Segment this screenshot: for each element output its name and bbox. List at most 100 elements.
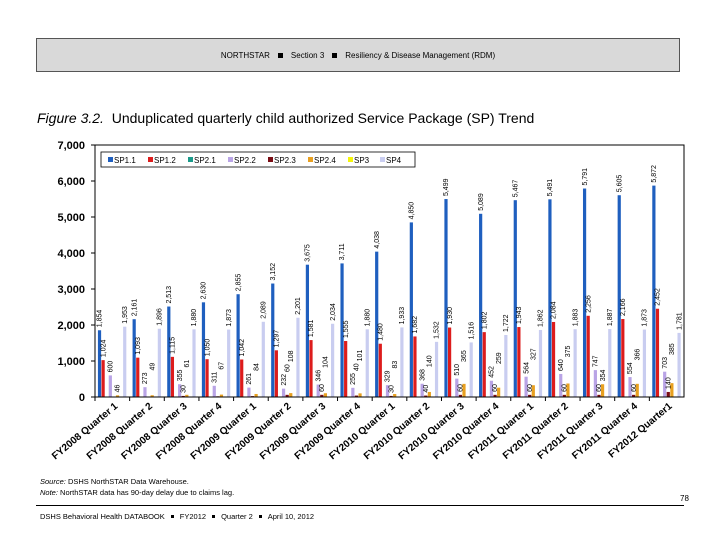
data-label: 2,161 bbox=[131, 299, 138, 317]
y-tick-label: 0 bbox=[79, 392, 85, 404]
data-label: 60 bbox=[562, 384, 569, 392]
bullet-icon bbox=[170, 515, 174, 518]
figure-title: Figure 3.2. Unduplicated quarterly child… bbox=[37, 110, 534, 126]
bar-sp2-3 bbox=[285, 394, 289, 397]
data-label: 640 bbox=[558, 359, 565, 371]
legend bbox=[100, 151, 416, 168]
data-label: 60 bbox=[527, 384, 534, 392]
bar-sp2-2 bbox=[663, 371, 667, 397]
data-label: 747 bbox=[593, 355, 600, 367]
legend-label: SP3 bbox=[354, 156, 370, 165]
data-label: 1,862 bbox=[538, 309, 545, 327]
bar-sp4 bbox=[365, 329, 369, 397]
bar-sp4 bbox=[192, 329, 196, 397]
bar-sp1-1 bbox=[97, 330, 102, 397]
source-text: DSHS NorthSTAR Data Warehouse. bbox=[67, 477, 189, 486]
header-org: NORTHSTAR bbox=[220, 50, 270, 60]
bar-sp2-2 bbox=[385, 385, 390, 397]
y-tick-label: 1,000 bbox=[57, 356, 85, 368]
legend-label: SP1.2 bbox=[154, 156, 176, 165]
bar-sp1-2 bbox=[586, 315, 590, 397]
bar-sp1-2 bbox=[101, 360, 105, 397]
data-label: 1,883 bbox=[572, 309, 579, 327]
bar-sp4 bbox=[157, 328, 161, 397]
data-label: 1,930 bbox=[447, 307, 454, 325]
bar-sp4 bbox=[227, 329, 231, 397]
bar-sp2-2 bbox=[316, 384, 320, 397]
bar-sp2-4 bbox=[600, 384, 605, 397]
bar-sp4 bbox=[296, 317, 300, 397]
y-tick-label: 3,000 bbox=[57, 284, 85, 296]
legend-label: SP2.2 bbox=[234, 156, 256, 165]
data-label: 259 bbox=[496, 352, 503, 364]
data-label: 1,516 bbox=[468, 322, 475, 340]
data-label: 1,722 bbox=[503, 314, 510, 332]
bar-sp4 bbox=[677, 332, 681, 397]
bar-sp4 bbox=[261, 321, 265, 397]
bar-sp1-2 bbox=[274, 350, 278, 397]
bar-sp2-3 bbox=[528, 394, 532, 397]
bar-sp1-2 bbox=[655, 308, 660, 397]
footer-fy: FY2012 bbox=[179, 512, 207, 521]
data-label: 1,933 bbox=[399, 307, 406, 325]
data-label: 261 bbox=[246, 373, 253, 385]
bar-sp4 bbox=[400, 327, 404, 397]
bar-sp2-2 bbox=[178, 384, 182, 397]
bar-sp2-3 bbox=[389, 395, 393, 397]
bar-sp1-2 bbox=[136, 357, 140, 397]
bar-sp1-2 bbox=[621, 319, 625, 397]
data-label: 232 bbox=[281, 374, 288, 386]
data-label: 3,152 bbox=[270, 263, 277, 281]
bar-sp2-2 bbox=[593, 370, 597, 397]
header-section: Section 3 bbox=[290, 50, 325, 60]
data-label: 1,873 bbox=[642, 309, 649, 327]
bar-sp1-1 bbox=[582, 188, 587, 397]
bar-sp2-4 bbox=[150, 395, 154, 397]
bar-sp2-2 bbox=[420, 383, 424, 397]
y-tick-label: 7,000 bbox=[57, 140, 85, 152]
data-label: 60 bbox=[492, 384, 499, 392]
bar-sp1-1 bbox=[167, 306, 171, 397]
bar-sp2-2 bbox=[524, 376, 528, 397]
legend-swatch bbox=[108, 157, 113, 162]
data-label: 4,850 bbox=[409, 202, 416, 220]
legend-swatch bbox=[148, 157, 153, 162]
data-label: 1,873 bbox=[226, 309, 233, 327]
bar-sp2-2 bbox=[559, 373, 563, 397]
data-label: 703 bbox=[662, 357, 669, 369]
legend-label: SP4 bbox=[386, 156, 402, 165]
bar-sp1-2 bbox=[344, 341, 348, 397]
bar-sp2-4 bbox=[219, 394, 224, 397]
page-footer: DSHS Behavioral Health DATABOOK FY2012 Q… bbox=[40, 512, 314, 521]
data-label: 5,791 bbox=[582, 168, 589, 186]
footer-divider bbox=[36, 505, 684, 506]
bar-sp1-2 bbox=[309, 340, 313, 397]
data-label: 554 bbox=[627, 362, 634, 374]
bar-sp1-2 bbox=[378, 343, 382, 397]
data-label: 5,491 bbox=[547, 179, 554, 197]
data-label: 1,781 bbox=[676, 312, 683, 330]
footer-date: April 10, 2012 bbox=[267, 512, 315, 521]
bar-sp2-4 bbox=[497, 387, 501, 397]
bar-sp2-4 bbox=[254, 393, 258, 397]
bar-sp1-2 bbox=[551, 321, 556, 397]
bar-sp1-2 bbox=[205, 359, 209, 397]
data-label: 40 bbox=[423, 385, 430, 393]
data-label: 108 bbox=[288, 350, 295, 362]
data-label: 5,467 bbox=[512, 180, 519, 198]
legend-swatch bbox=[188, 157, 193, 162]
data-label: 60 bbox=[596, 384, 603, 392]
bar-sp2-4 bbox=[323, 393, 328, 397]
x-tick-label: FY2012 Quarter1 bbox=[607, 401, 675, 461]
bar-sp1-1 bbox=[513, 200, 517, 397]
bar-sp2-4 bbox=[462, 383, 466, 397]
data-label: 83 bbox=[392, 361, 399, 369]
data-label: 61 bbox=[184, 360, 191, 368]
bar-sp2-2 bbox=[351, 387, 355, 397]
data-label: 2,166 bbox=[620, 298, 627, 316]
bar-sp2-4 bbox=[566, 383, 570, 397]
bar-sp2-4 bbox=[115, 395, 120, 397]
data-label: 375 bbox=[565, 345, 572, 357]
data-label: 60 bbox=[319, 384, 326, 392]
data-label: 5,872 bbox=[651, 165, 658, 183]
